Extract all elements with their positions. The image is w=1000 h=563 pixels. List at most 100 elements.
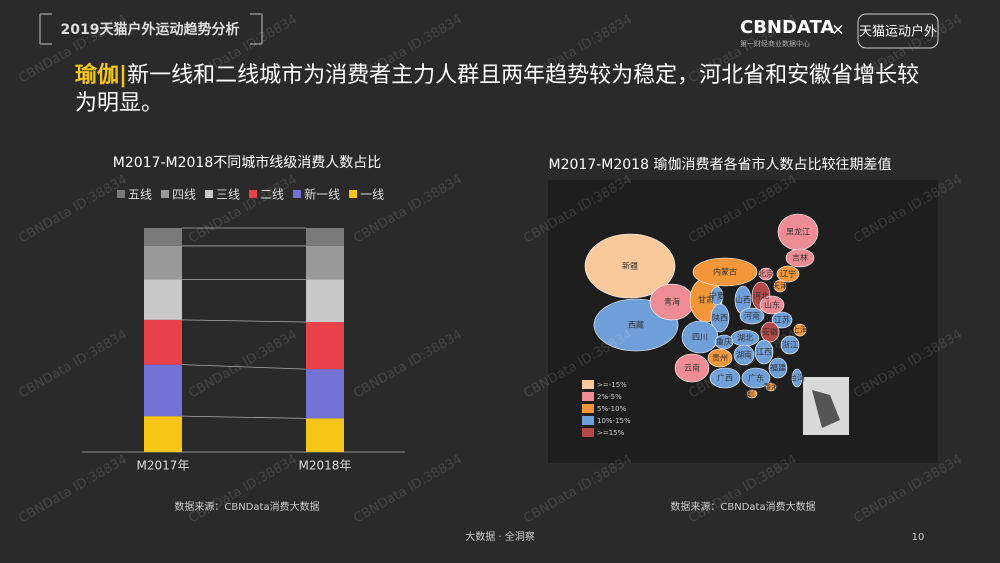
province xyxy=(710,303,730,333)
x-tick-label: M2017年 xyxy=(137,459,190,473)
brand: CBNDATA xyxy=(740,17,834,38)
province-label: 吉林 xyxy=(792,253,808,263)
province-label: 澳门 xyxy=(744,389,760,399)
watermark: CBNData ID:38834 xyxy=(186,327,300,401)
watermark: CBNData ID:38834 xyxy=(521,452,635,526)
legend-swatch xyxy=(249,190,258,198)
province xyxy=(707,348,733,368)
watermark: CBNData ID:38834 xyxy=(186,452,300,526)
province-label: 新疆 xyxy=(622,261,638,271)
province-label: 西藏 xyxy=(628,320,644,330)
watermark: CBNData ID:38834 xyxy=(16,172,130,246)
watermark: CBNData ID:38834 xyxy=(351,327,465,401)
page-number: 10 xyxy=(912,532,925,543)
province xyxy=(733,344,755,366)
watermark: CBNData ID:38834 xyxy=(686,452,800,526)
province xyxy=(759,295,785,315)
headline: 瑜伽|新一线和二线城市为消费者主力人群且两年趋势较为稳定，河北省和安徽省增长较为… xyxy=(75,62,925,118)
province-label: 福建 xyxy=(770,363,786,373)
islands-shape xyxy=(812,390,840,428)
province-label: 安徽 xyxy=(762,327,778,337)
legend-label: 一线 xyxy=(360,188,384,202)
legend-swatch xyxy=(293,190,302,198)
legend-label: 二线 xyxy=(260,188,284,202)
province xyxy=(741,367,771,389)
map-legend-swatch xyxy=(582,380,594,389)
province xyxy=(780,335,800,355)
province-label: 内蒙古 xyxy=(713,267,737,277)
map-legend-label: >=-15% xyxy=(597,381,627,389)
province xyxy=(765,382,777,392)
province-label: 青海 xyxy=(664,297,680,307)
watermark: CBNData ID:38834 xyxy=(351,452,465,526)
province-label: 广西 xyxy=(717,373,733,383)
map-source: 数据来源：CBNData消费大数据 xyxy=(670,500,815,513)
bar-segment xyxy=(144,364,182,417)
times: × xyxy=(831,20,844,39)
province-label: 江苏 xyxy=(774,315,790,325)
legend-swatch xyxy=(205,190,214,198)
watermark: CBNData ID:38834 xyxy=(851,452,965,526)
province-label: 上海 xyxy=(792,325,808,335)
province xyxy=(709,367,741,389)
map-title: M2017-M2018 瑜伽消费者各省市人数占比较往期差值 xyxy=(549,156,892,173)
province-label: 山东 xyxy=(764,300,780,310)
province-label: 湖北 xyxy=(737,334,753,343)
province-label: 云南 xyxy=(684,363,700,373)
bar-segment xyxy=(306,322,344,370)
province-label: 江西 xyxy=(756,348,772,357)
bar-segment xyxy=(144,228,182,246)
province xyxy=(760,321,780,343)
province-label: 河南 xyxy=(744,311,760,321)
map-legend-label: >=15% xyxy=(597,429,625,437)
header-frame xyxy=(39,13,263,45)
province-label: 甘肃 xyxy=(698,295,714,305)
province-label: 香港 xyxy=(763,382,779,392)
map-legend-swatch xyxy=(582,392,594,401)
watermark: CBNData ID:38834 xyxy=(186,172,300,246)
province-label: 贵州 xyxy=(712,353,728,363)
province xyxy=(739,307,765,325)
province xyxy=(773,279,787,293)
bar-segment xyxy=(306,279,344,323)
province-label: 黑龙江 xyxy=(786,227,810,237)
headline-separator: | xyxy=(119,63,128,88)
province xyxy=(584,233,676,299)
bar-segment xyxy=(306,369,344,419)
province-label: 浙江 xyxy=(782,340,798,350)
bar-segment xyxy=(144,319,182,365)
bar-segment xyxy=(144,279,182,320)
province xyxy=(714,334,734,350)
bar-segment xyxy=(306,228,344,246)
bar-segment xyxy=(306,245,344,280)
partner-frame xyxy=(857,13,939,49)
headline-keyword: 瑜伽 xyxy=(75,63,120,88)
bar-segment xyxy=(306,418,344,452)
map-legend-label: 2%-5% xyxy=(597,393,622,401)
legend-swatch xyxy=(349,190,358,198)
province xyxy=(692,257,758,287)
legend-label: 四线 xyxy=(172,188,196,202)
province-label: 河北 xyxy=(753,291,769,301)
bar-segment xyxy=(144,416,182,452)
province xyxy=(776,265,800,283)
province-label: 北京 xyxy=(758,269,774,279)
map-legend-swatch xyxy=(582,404,594,413)
province-label: 陕西 xyxy=(712,313,728,323)
province xyxy=(674,353,710,383)
map-legend-label: 5%-10% xyxy=(597,405,627,413)
map-legend-swatch xyxy=(582,428,594,437)
province xyxy=(758,267,774,281)
province xyxy=(785,248,815,268)
watermark: CBNData ID:38834 xyxy=(16,327,130,401)
legend-swatch xyxy=(161,190,170,198)
province xyxy=(754,339,774,365)
headline-text: 新一线和二线城市为消费者主力人群且两年趋势较为稳定，河北省和安徽省增长较为明显。 xyxy=(75,63,920,116)
x-tick-label: M2018年 xyxy=(299,459,352,473)
watermark: CBNData ID:38834 xyxy=(16,452,130,526)
province-label: 重庆 xyxy=(716,337,732,347)
province-label: 台湾 xyxy=(789,373,805,383)
map-legend-label: 10%-15% xyxy=(597,417,631,425)
province-label: 辽宁 xyxy=(780,269,796,279)
